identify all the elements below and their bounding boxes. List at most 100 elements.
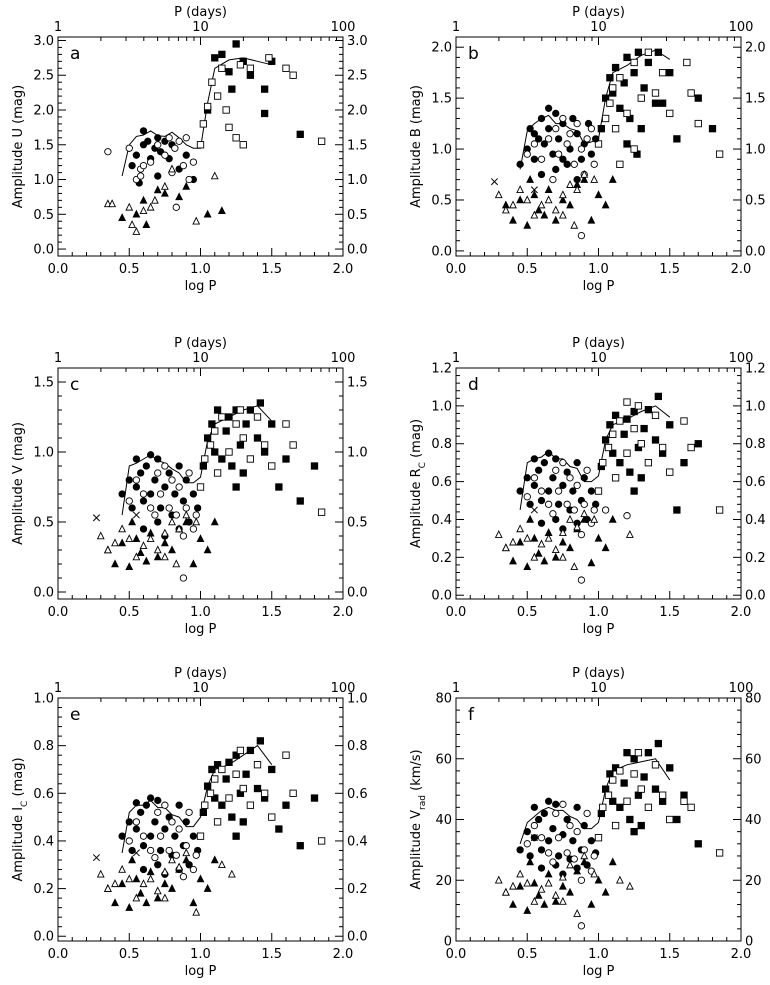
marker-filled-circle: [559, 481, 567, 490]
marker-filled-triangle: [128, 855, 137, 864]
marker-filled-triangle: [566, 887, 574, 896]
marker-filled-circle: [139, 497, 148, 505]
marker-filled-square: [609, 797, 617, 805]
marker-filled-triangle: [168, 545, 176, 554]
marker-filled-circle: [154, 861, 162, 869]
x-axis-title: log P: [185, 964, 217, 979]
marker-filled-square: [673, 506, 681, 514]
y-tick-label: 0.6: [33, 787, 54, 802]
marker-open-triangle: [210, 171, 219, 180]
marker-open-square: [623, 109, 631, 118]
series-open-square: [196, 406, 326, 516]
marker-open-triangle: [217, 860, 226, 869]
y-tick-label: 0.4: [431, 513, 452, 528]
data-layer: [494, 739, 724, 930]
marker-cross: [132, 849, 140, 857]
marker-open-triangle: [537, 200, 546, 209]
marker-open-triangle: [566, 514, 574, 523]
marker-filled-circle: [573, 130, 581, 138]
marker-open-circle: [554, 834, 563, 842]
marker-filled-square: [651, 785, 660, 793]
marker-filled-circle: [161, 825, 169, 833]
marker-open-triangle: [573, 185, 582, 194]
marker-open-triangle: [590, 514, 599, 523]
marker-open-square: [268, 813, 276, 821]
marker-open-triangle: [523, 878, 532, 887]
marker-open-circle: [185, 175, 193, 184]
y-tick-label: 1.0: [33, 446, 54, 461]
marker-open-square: [201, 455, 209, 463]
series-open-triangle: [96, 848, 236, 916]
marker-open-square: [651, 411, 660, 419]
marker-filled-circle: [549, 474, 557, 482]
marker-filled-circle: [552, 800, 560, 808]
marker-open-triangle: [537, 539, 546, 548]
marker-filled-square: [637, 474, 645, 482]
marker-open-triangle: [125, 874, 134, 883]
x-tick-label: 1.0: [190, 605, 211, 620]
marker-filled-circle: [165, 469, 173, 477]
y-tick-label-right: 1.0: [347, 692, 368, 707]
marker-filled-triangle: [540, 556, 549, 565]
marker-filled-triangle: [566, 543, 574, 552]
y-tick-label-right: 0.0: [745, 244, 766, 259]
marker-open-circle: [175, 483, 183, 491]
marker-filled-square: [609, 449, 617, 457]
marker-open-triangle: [566, 860, 574, 869]
marker-open-square: [616, 74, 624, 82]
marker-filled-circle: [132, 825, 141, 833]
marker-open-circle: [125, 837, 133, 845]
marker-open-square: [666, 109, 674, 118]
marker-open-square: [715, 150, 724, 158]
marker-filled-circle: [161, 483, 169, 491]
marker-open-square: [206, 441, 215, 449]
marker-filled-square: [644, 406, 653, 414]
marker-filled-circle: [530, 455, 539, 463]
marker-filled-triangle: [526, 857, 535, 866]
marker-open-circle: [192, 851, 200, 859]
marker-filled-square: [611, 411, 620, 419]
marker-open-triangle: [523, 195, 532, 204]
marker-open-triangle: [182, 510, 191, 519]
marker-filled-triangle: [118, 538, 127, 547]
marker-filled-circle: [154, 455, 162, 463]
marker-filled-circle: [125, 818, 133, 826]
marker-open-triangle: [558, 528, 567, 536]
marker-open-circle: [580, 500, 588, 508]
marker-filled-circle: [156, 504, 165, 512]
marker-filled-square: [666, 69, 674, 77]
marker-open-circle: [530, 474, 539, 482]
series-open-circle: [125, 801, 200, 881]
series-open-triangle: [103, 164, 219, 235]
marker-filled-circle: [189, 490, 198, 498]
marker-open-triangle: [192, 517, 201, 526]
data-layer: [92, 399, 326, 582]
marker-open-circle: [185, 808, 193, 817]
mean-curve-line: [519, 49, 671, 170]
marker-open-circle: [139, 161, 148, 170]
x-tick-label: 1.5: [659, 947, 680, 962]
marker-open-square: [666, 815, 674, 824]
y-tick-label: 0.5: [33, 516, 54, 531]
marker-filled-triangle: [128, 517, 137, 526]
marker-open-triangle: [551, 890, 560, 899]
marker-open-circle: [554, 150, 563, 158]
marker-filled-triangle: [594, 533, 603, 542]
marker-filled-triangle: [160, 538, 169, 547]
marker-open-square: [680, 797, 688, 805]
data-layer: [494, 392, 724, 584]
marker-filled-circle: [154, 134, 162, 142]
y-tick-label-right: 1.5: [745, 92, 766, 107]
series-cross: [530, 506, 538, 514]
y-tick-label: 1.5: [33, 376, 54, 391]
marker-open-circle: [552, 466, 560, 474]
marker-open-triangle: [103, 883, 112, 892]
marker-filled-triangle: [132, 209, 141, 218]
marker-open-circle: [146, 504, 155, 512]
marker-open-square: [218, 765, 226, 774]
marker-filled-square: [601, 94, 610, 102]
marker-open-circle: [544, 849, 553, 857]
x-tick-label: 0.0: [446, 262, 467, 277]
marker-filled-triangle: [509, 899, 517, 908]
